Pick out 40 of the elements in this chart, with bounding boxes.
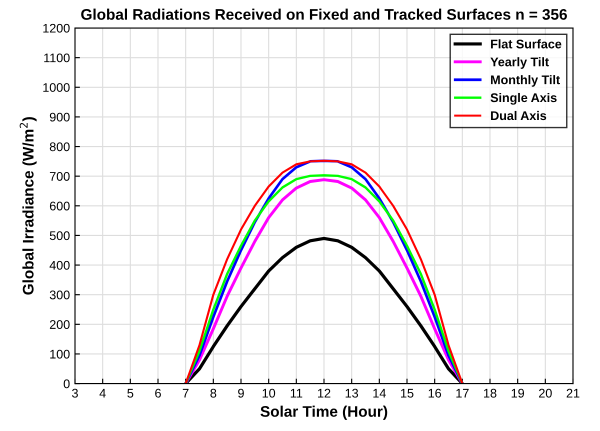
y-tick-label: 1000 xyxy=(43,83,70,92)
x-tick-label: 5 xyxy=(127,388,134,398)
x-tick-label: 17 xyxy=(456,388,469,398)
x-tick-label: 13 xyxy=(346,388,358,398)
legend-label: Yearly Tilt xyxy=(490,57,549,69)
x-tick-label: 10 xyxy=(262,388,276,398)
y-tick-label: 800 xyxy=(50,142,70,152)
y-tick-label: 200 xyxy=(50,320,70,329)
y-tick-label: 900 xyxy=(50,112,70,122)
x-axis-title: Solar Time (Hour) xyxy=(260,406,388,420)
x-tick-label: 9 xyxy=(238,388,244,398)
y-tick-label: 1100 xyxy=(44,53,70,62)
y-tick-label: 600 xyxy=(50,202,70,210)
x-tick-label: 16 xyxy=(428,388,442,398)
x-tick-label: 20 xyxy=(539,388,552,398)
legend-label: Monthly Tilt xyxy=(491,75,560,87)
x-tick-label: 14 xyxy=(373,388,386,398)
x-tick-label: 12 xyxy=(318,388,330,398)
legend-label: Dual Axis xyxy=(491,110,546,120)
x-tick-label: 6 xyxy=(155,388,161,398)
legend-label: Single Axis xyxy=(490,92,557,105)
x-tick-label: 8 xyxy=(210,388,216,398)
legend-label: Flat Surface xyxy=(491,39,562,48)
x-tick-label: 19 xyxy=(512,388,524,398)
x-tick-label: 11 xyxy=(290,388,302,398)
y-tick-label: 400 xyxy=(50,260,70,270)
y-tick-label: 500 xyxy=(50,231,70,240)
y-tick-label: 100 xyxy=(50,350,70,359)
x-tick-label: 21 xyxy=(566,388,580,398)
chart-title: Global Radiations Received on Fixed and Tracked Surfaces n = 356 xyxy=(81,8,567,20)
y-tick-label: 700 xyxy=(50,172,70,181)
x-tick-label: 18 xyxy=(484,388,496,398)
x-tick-label: 4 xyxy=(99,388,106,398)
x-tick-label: 3 xyxy=(72,388,78,398)
y-tick-label: 1200 xyxy=(43,24,70,33)
x-tick-label: 7 xyxy=(182,388,189,398)
y-axis-title: Global Irradiance (W/m$^{2}$) xyxy=(20,117,37,295)
y-tick-label: 0 xyxy=(64,379,70,388)
y-tick-label: 300 xyxy=(50,290,70,300)
x-tick-label: 15 xyxy=(401,388,414,398)
